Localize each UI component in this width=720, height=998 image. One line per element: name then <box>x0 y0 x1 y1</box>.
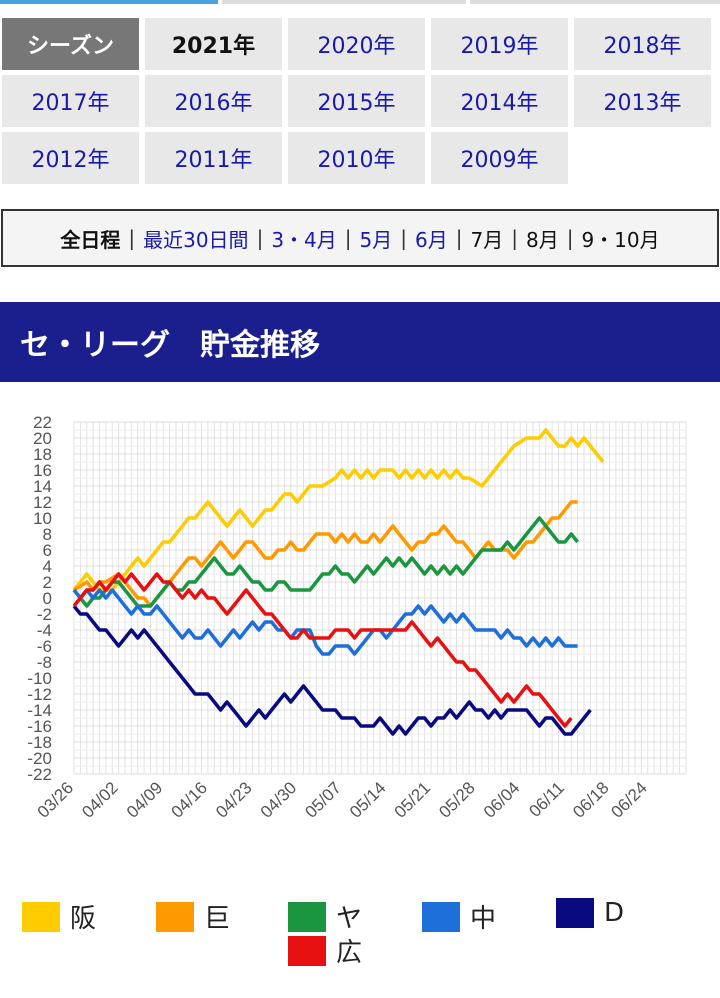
y-tick-label: -18 <box>27 733 52 752</box>
period-jun[interactable]: 6月 <box>415 227 448 252</box>
y-tick-label: 4 <box>43 557 52 576</box>
season-year-link[interactable]: 2015年 <box>288 75 425 127</box>
y-tick-label: -20 <box>27 749 52 768</box>
x-tick-label: 05/21 <box>391 778 435 822</box>
x-tick-label: 05/14 <box>346 778 390 822</box>
period-filter: 全日程 | 最近30日間 | 3・4月 | 5月 | 6月 | 7月 | 8月 … <box>1 209 719 267</box>
legend-item-hanshin: 阪 <box>22 898 96 935</box>
period-may[interactable]: 5月 <box>359 227 393 252</box>
y-tick-label: 18 <box>33 445 52 464</box>
x-tick-label: 05/28 <box>435 778 479 822</box>
separator: | <box>566 226 574 250</box>
x-tick-label: 03/26 <box>34 778 78 822</box>
season-year-link[interactable]: 2009年 <box>431 132 568 184</box>
y-tick-label: -16 <box>27 717 52 736</box>
period-mar-apr[interactable]: 3・4月 <box>271 227 337 252</box>
season-year-link[interactable]: 2020年 <box>288 18 425 70</box>
legend-swatch <box>422 901 460 932</box>
x-tick-label: 04/16 <box>168 778 212 822</box>
season-year-link[interactable]: 2013年 <box>574 75 711 127</box>
season-year-link[interactable]: 2016年 <box>145 75 282 127</box>
legend-item-kyojin: 巨 <box>156 898 230 935</box>
period-sep-oct: 9・10月 <box>581 227 660 252</box>
tab-indicator-active[interactable] <box>0 0 218 4</box>
tab-indicator[interactable] <box>222 0 466 4</box>
y-tick-label: 10 <box>33 509 52 528</box>
x-tick-label: 05/07 <box>301 778 345 822</box>
savings-line-chart: 2220181614121086420-2-4-6-8-10-12-14-16-… <box>27 413 687 822</box>
legend-label: 中 <box>470 904 497 934</box>
y-tick-label: -4 <box>37 621 52 640</box>
season-year-link[interactable]: 2019年 <box>431 18 568 70</box>
y-tick-label: 22 <box>33 413 52 432</box>
period-last-30-days[interactable]: 最近30日間 <box>143 227 249 252</box>
x-tick-label: 06/04 <box>480 778 524 822</box>
y-tick-label: -10 <box>27 669 52 688</box>
separator: | <box>128 226 136 250</box>
period-aug: 8月 <box>525 227 559 252</box>
y-tick-label: -8 <box>37 653 52 672</box>
series-line-阪 <box>72 428 605 592</box>
legend-label: ヤ <box>336 904 363 934</box>
x-tick-label: 06/11 <box>525 778 568 821</box>
section-title: セ・リーグ 貯金推移 <box>0 302 720 382</box>
separator: | <box>256 226 264 250</box>
y-tick-label: -6 <box>37 637 52 656</box>
separator: | <box>455 226 463 250</box>
y-tick-label: 6 <box>43 541 52 560</box>
legend-swatch <box>288 935 326 966</box>
y-tick-label: 14 <box>33 477 52 496</box>
season-year-link[interactable]: 2014年 <box>431 75 568 127</box>
tab-strip <box>0 0 720 6</box>
tab-indicator[interactable] <box>470 0 720 4</box>
y-tick-label: 12 <box>33 493 52 512</box>
y-tick-label: 2 <box>43 573 52 592</box>
legend-swatch <box>288 901 326 932</box>
season-year-link[interactable]: 2012年 <box>2 132 139 184</box>
y-tick-label: -2 <box>37 605 52 624</box>
season-year-link[interactable]: 2010年 <box>288 132 425 184</box>
separator: | <box>511 226 518 250</box>
legend-label: 巨 <box>204 904 231 934</box>
legend-item-yakult: ヤ <box>288 898 362 935</box>
season-year-link[interactable]: 2011年 <box>145 132 282 184</box>
y-tick-label: 20 <box>33 429 52 448</box>
legend-swatch <box>22 901 60 932</box>
x-tick-label: 06/18 <box>569 778 613 822</box>
x-tick-label: 04/30 <box>257 778 301 822</box>
y-tick-label: 8 <box>43 525 52 544</box>
season-year-link[interactable]: 2017年 <box>2 75 139 127</box>
season-current-year: 2021年 <box>145 18 282 70</box>
separator: | <box>344 226 352 250</box>
series-line-広 <box>72 572 573 728</box>
legend-label: 阪 <box>70 904 97 934</box>
y-tick-label: -14 <box>27 701 52 720</box>
legend-swatch <box>556 898 594 928</box>
season-year-link[interactable]: 2018年 <box>574 18 711 70</box>
y-tick-label: 0 <box>43 589 52 608</box>
x-tick-label: 04/23 <box>212 778 256 822</box>
season-label: シーズン <box>2 18 139 70</box>
series-line-D <box>72 604 592 736</box>
legend-label: 広 <box>336 938 363 968</box>
series-line-中 <box>72 588 578 656</box>
y-tick-label: 16 <box>33 461 52 480</box>
x-tick-label: 04/02 <box>78 778 122 822</box>
period-jul: 7月 <box>470 227 504 252</box>
legend-label: D <box>604 898 625 928</box>
period-all: 全日程 <box>60 227 121 252</box>
series-line-ヤ <box>72 516 579 608</box>
separator: | <box>400 226 407 250</box>
legend-item-dena: D <box>556 898 624 928</box>
y-tick-label: -22 <box>27 765 52 784</box>
y-tick-label: -12 <box>27 685 52 704</box>
legend-item-chunichi: 中 <box>422 898 496 935</box>
x-tick-label: 06/24 <box>607 778 651 822</box>
legend-swatch <box>156 901 194 932</box>
legend-item-hiroshima: 広 <box>288 932 362 969</box>
x-tick-label: 04/09 <box>123 778 167 822</box>
